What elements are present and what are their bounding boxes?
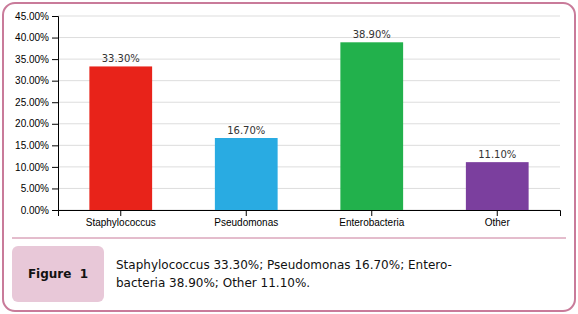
- y-tick-label: 40.00%: [15, 32, 49, 43]
- x-tick-label: Other: [485, 217, 511, 228]
- x-tick: Other: [485, 210, 511, 228]
- y-tick: 25.00%: [15, 97, 58, 108]
- y-tick-mark: [52, 81, 58, 82]
- y-tick-mark: [52, 188, 58, 189]
- x-tick-label: Staphylococcus: [86, 217, 156, 228]
- x-axis: Staphylococcus Pseudomonas Enterobacteria O…: [59, 210, 561, 228]
- x-tick-mark: [371, 210, 372, 216]
- bar: [466, 162, 529, 210]
- data-label: 11.10%: [478, 149, 516, 160]
- bar: [89, 66, 152, 210]
- x-tick-label: Enterobacteria: [339, 217, 404, 228]
- y-tick: 15.00%: [15, 140, 58, 151]
- bar: [215, 138, 278, 210]
- y-tick-label: 0.00%: [21, 205, 49, 216]
- caption-line: bacteria 38.90%; Other 11.10%.: [116, 276, 310, 290]
- y-tick-mark: [52, 59, 58, 60]
- data-label: 33.30%: [102, 53, 140, 64]
- x-tick: Pseudomonas: [214, 210, 278, 228]
- x-tick-mark: [120, 210, 121, 216]
- figure-label-box: [12, 246, 104, 302]
- separator: [12, 238, 566, 239]
- y-tick: 35.00%: [15, 54, 58, 65]
- y-tick-mark: [52, 102, 58, 103]
- y-tick-mark: [52, 167, 58, 168]
- y-tick-label: 15.00%: [15, 140, 49, 151]
- y-tick-mark: [52, 210, 58, 211]
- x-tick-mark: [246, 210, 247, 216]
- y-tick: 45.00%: [15, 11, 58, 22]
- y-axis: 0.00% 5.00% 10.00% 15.00% 20.00% 25.00% 30.00%…: [15, 11, 58, 216]
- figure-label: Figure 1: [28, 267, 88, 281]
- x-tick: Staphylococcus: [86, 210, 156, 228]
- grid-line: [58, 37, 560, 38]
- figure-caption: Staphylococcus 33.30%; Pseudomonas 16.70…: [116, 258, 452, 290]
- y-tick-label: 30.00%: [15, 75, 49, 86]
- y-tick-mark: [52, 145, 58, 146]
- chart-container: 0.00% 5.00% 10.00% 15.00% 20.00% 25.00% 30.00%…: [0, 0, 578, 314]
- caption-line: Staphylococcus 33.30%; Pseudomonas 16.70…: [116, 258, 452, 272]
- y-axis-line: [52, 17, 59, 211]
- y-tick-label: 20.00%: [15, 118, 49, 129]
- chart-svg: 0.00% 5.00% 10.00% 15.00% 20.00% 25.00% 30.00%…: [0, 0, 578, 314]
- y-tick: 10.00%: [15, 162, 58, 173]
- y-tick-mark: [52, 38, 58, 39]
- y-tick: 20.00%: [15, 118, 58, 129]
- y-tick: 40.00%: [15, 32, 58, 43]
- x-axis-line: [59, 211, 561, 217]
- y-tick-label: 45.00%: [15, 11, 49, 22]
- data-labels: 33.30% 16.70% 38.90% 11.10%: [102, 29, 517, 160]
- bars: [89, 42, 528, 210]
- x-tick: Enterobacteria: [339, 210, 404, 228]
- y-tick-mark: [52, 16, 58, 17]
- y-tick: 5.00%: [21, 183, 58, 194]
- data-label: 38.90%: [353, 29, 391, 40]
- x-tick-label: Pseudomonas: [214, 217, 278, 228]
- x-tick-mark: [497, 210, 498, 216]
- y-tick-label: 25.00%: [15, 97, 49, 108]
- y-tick-label: 10.00%: [15, 162, 49, 173]
- outer-border: [3, 3, 575, 311]
- y-tick-label: 5.00%: [21, 183, 49, 194]
- data-label: 16.70%: [227, 125, 265, 136]
- y-tick: 0.00%: [21, 205, 58, 216]
- grid: [58, 16, 560, 210]
- y-tick-label: 35.00%: [15, 54, 49, 65]
- grid-line: [58, 16, 560, 17]
- y-tick-mark: [52, 124, 58, 125]
- bar: [340, 42, 403, 210]
- y-tick: 30.00%: [15, 75, 58, 86]
- caption: Figure 1 Staphylococcus 33.30%; Pseudomon…: [12, 246, 452, 302]
